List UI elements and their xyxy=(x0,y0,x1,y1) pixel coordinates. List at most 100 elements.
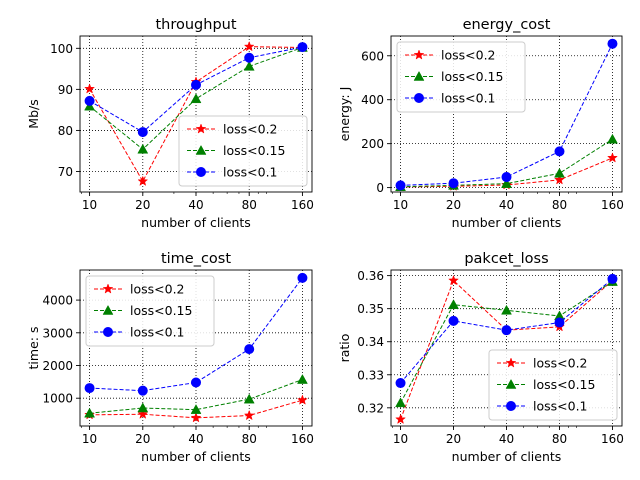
y-axis-label: time: s xyxy=(26,327,41,370)
x-axis-label: number of clients xyxy=(452,215,562,230)
data-point xyxy=(395,180,406,191)
data-point xyxy=(190,404,202,414)
data-point xyxy=(296,374,308,384)
data-point xyxy=(137,127,148,138)
chart-panel-4: 10 20 40 80 160 0.32 0.33 0.34 0.35 0.36 pakcet_lo… xyxy=(337,251,624,464)
legend-marker xyxy=(505,378,517,389)
data-point xyxy=(137,175,149,186)
legend-label: loss<0.15 xyxy=(223,143,285,158)
data-point xyxy=(137,143,149,154)
x-tick-label: 160 xyxy=(601,432,624,446)
chart-title: throughput xyxy=(155,17,236,33)
data-point xyxy=(190,93,202,104)
chart-panel-3: 10 20 40 80 160 1000 2000 3000 4000 time_costnumb… xyxy=(26,251,314,464)
data-point xyxy=(296,394,308,405)
data-point xyxy=(297,42,308,53)
x-tick-label: 80 xyxy=(552,198,567,212)
legend-label: loss<0.1 xyxy=(223,165,278,180)
data-point xyxy=(554,146,565,157)
legend-label: loss<0.1 xyxy=(533,399,588,414)
x-tick-label: 160 xyxy=(291,198,314,212)
y-tick-label: 70 xyxy=(58,165,73,179)
legend: loss<0.2 loss<0.15 loss<0.1 xyxy=(396,41,526,113)
data-point xyxy=(243,393,255,404)
data-point xyxy=(554,317,565,328)
legend-label: loss<0.1 xyxy=(441,91,496,106)
y-tick-label: 0 xyxy=(376,181,384,195)
y-axis-label: energy: J xyxy=(337,87,352,142)
legend-label: loss<0.15 xyxy=(441,69,503,84)
legend-label: loss<0.15 xyxy=(130,303,192,318)
y-tick-label: 0.32 xyxy=(357,401,384,415)
data-point xyxy=(137,385,148,396)
legend-label: loss<0.2 xyxy=(441,48,496,63)
data-point xyxy=(191,79,201,90)
legend-label: loss<0.2 xyxy=(223,122,278,137)
data-point xyxy=(243,60,255,71)
x-axis-label: number of clients xyxy=(141,449,251,464)
data-point xyxy=(243,409,255,421)
x-tick-label: 40 xyxy=(188,432,203,446)
data-point xyxy=(191,377,201,388)
x-tick-label: 40 xyxy=(499,432,514,446)
y-tick-label: 2000 xyxy=(42,359,73,373)
legend-label: loss<0.2 xyxy=(130,282,185,297)
x-tick-label: 10 xyxy=(82,432,97,446)
x-tick-label: 40 xyxy=(499,198,514,212)
chart-title: energy_cost xyxy=(463,17,551,33)
data-point xyxy=(84,407,96,418)
data-point xyxy=(501,172,512,183)
x-tick-label: 20 xyxy=(446,198,461,212)
x-tick-label: 80 xyxy=(552,432,567,446)
data-point xyxy=(554,167,565,178)
y-axis-label: Mb/s xyxy=(26,99,41,128)
series-line-3 xyxy=(400,43,613,186)
data-point xyxy=(501,178,512,188)
data-point xyxy=(448,299,459,309)
legend-marker xyxy=(506,401,516,411)
legend-box xyxy=(396,41,526,113)
x-tick-label: 10 xyxy=(82,198,97,212)
data-point xyxy=(554,174,565,185)
x-axis-label: number of clients xyxy=(141,215,251,230)
x-tick-label: 10 xyxy=(393,198,408,212)
data-point xyxy=(607,152,618,163)
legend-label: loss<0.15 xyxy=(533,377,595,392)
legend-marker xyxy=(102,283,114,294)
data-point xyxy=(395,413,406,425)
legend-marker xyxy=(505,357,517,368)
data-point xyxy=(190,412,202,423)
y-tick-label: 90 xyxy=(58,83,73,97)
x-tick-label: 10 xyxy=(393,432,408,446)
y-tick-label: 80 xyxy=(58,124,73,138)
x-tick-label: 160 xyxy=(601,198,624,212)
legend-marker xyxy=(413,70,425,81)
x-tick-label: 80 xyxy=(242,198,257,212)
x-axis-label: number of clients xyxy=(452,449,562,464)
y-tick-label: 200 xyxy=(361,137,384,151)
legend-marker xyxy=(102,304,114,315)
legend-label: loss<0.2 xyxy=(533,356,588,371)
data-point xyxy=(395,397,406,408)
data-point xyxy=(243,40,255,52)
data-point xyxy=(501,304,512,315)
series-line-3 xyxy=(89,277,303,392)
data-point xyxy=(84,83,96,94)
y-tick-label: 400 xyxy=(361,93,384,107)
legend-box xyxy=(85,275,215,347)
data-point xyxy=(607,273,618,284)
x-tick-label: 40 xyxy=(188,198,203,212)
data-point xyxy=(244,52,255,63)
data-point xyxy=(501,325,512,336)
x-tick-label: 20 xyxy=(135,198,150,212)
chart-title: time_cost xyxy=(161,251,231,267)
data-point xyxy=(84,95,95,106)
y-tick-label: 100 xyxy=(50,42,73,56)
data-point xyxy=(244,344,255,355)
data-point xyxy=(448,315,459,326)
legend-marker xyxy=(413,49,425,60)
chart-title: pakcet_loss xyxy=(464,251,548,267)
y-axis-label: ratio xyxy=(337,334,352,363)
legend-box xyxy=(178,115,308,187)
